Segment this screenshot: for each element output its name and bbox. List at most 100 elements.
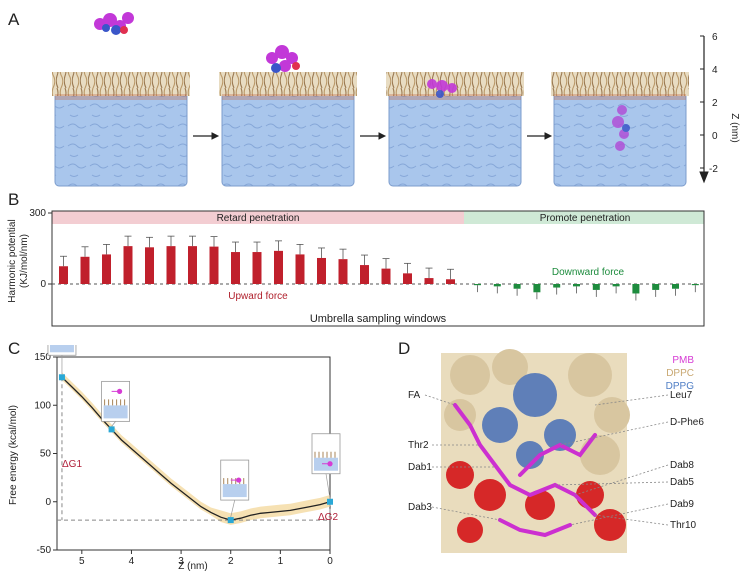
c-xlabel: Z (nm) [178, 561, 207, 572]
downward-bar [553, 284, 561, 288]
x-tick-label: 5 [79, 556, 85, 567]
panel-c-chart: 5 4 3 2 1 0 150 100 50 0 -50 Free energy (kcal/mol… [8, 345, 341, 572]
downward-bar [691, 284, 699, 286]
x-tick-label: 1 [278, 556, 284, 567]
process-arrows [193, 132, 553, 140]
x-tick-label: 0 [327, 556, 333, 567]
y-tick-label: -50 [37, 545, 52, 556]
upward-bar [166, 246, 176, 284]
y-tick-label: 50 [40, 449, 52, 460]
legend-dppc: DPPC [666, 368, 694, 379]
pmb-molecule-3 [427, 79, 457, 98]
free-energy-curve [61, 376, 331, 521]
z-axis [699, 35, 709, 184]
z-tick-0: 0 [712, 131, 718, 142]
x-tick-label: 3 [178, 556, 184, 567]
ytick-300: 300 [29, 208, 46, 219]
upward-bar [188, 246, 197, 284]
label-dab5: Dab5 [670, 477, 694, 488]
upward-bar [274, 250, 283, 284]
pmb-molecule-4 [612, 105, 630, 151]
y-tick-label: 150 [34, 352, 51, 363]
label-dab9: Dab9 [670, 499, 694, 510]
upward-force-label: Upward force [228, 291, 288, 302]
dppc-spheres [444, 349, 630, 475]
label-dphe6: D-Phe6 [670, 417, 704, 428]
state-inset-icon [311, 433, 341, 499]
label-dab3: Dab3 [408, 502, 432, 513]
membrane-box-4 [551, 72, 689, 187]
legend-pmb: PMB [672, 355, 694, 366]
label-thr2: Thr2 [408, 440, 429, 451]
upward-bar [102, 254, 111, 284]
delta-g1: ΔG1 [62, 459, 82, 470]
downward-bar [493, 284, 501, 287]
panel-a-figure: 6 4 2 0 -2 Z (nm) [52, 12, 740, 187]
key-point [108, 426, 115, 433]
label-fa: FA [408, 390, 421, 401]
upward-bar [338, 259, 348, 284]
downward-bar [612, 284, 620, 287]
upward-bar [252, 252, 262, 284]
upward-bar [446, 279, 455, 284]
delta-g2: ΔG2 [318, 512, 338, 523]
downward-bar [652, 284, 660, 290]
state-inset-icon [220, 459, 250, 518]
ytick-0: 0 [40, 279, 46, 290]
plot-frame [51, 210, 705, 327]
panel-label-c: C [8, 339, 21, 358]
downward-bar [632, 284, 640, 294]
label-thr10: Thr10 [670, 520, 697, 531]
upward-bar [231, 252, 240, 284]
panel-label-b: B [8, 190, 20, 209]
pmb-molecule-2 [266, 45, 300, 73]
y-tick-label: 100 [34, 400, 51, 411]
membrane-box-2 [219, 72, 357, 187]
key-point [227, 517, 234, 524]
state-inset-icon [47, 345, 77, 375]
upward-bar [59, 266, 68, 284]
downward-bar [573, 284, 580, 287]
upward-bar [381, 268, 391, 284]
oxygen-spheres [446, 461, 626, 543]
z-tick-4: 4 [712, 65, 718, 76]
x-tick-label: 4 [129, 556, 135, 567]
downward-bar [474, 284, 481, 286]
membrane-box-1 [52, 72, 190, 187]
upward-bar [360, 265, 369, 284]
state-inset-icon [101, 380, 130, 427]
pmb-sticks [453, 403, 597, 538]
upward-bar [317, 257, 326, 284]
b-ylabel: Harmonic potential(KJ/mol/nm) [7, 219, 30, 302]
pmb-molecule-1 [94, 12, 134, 35]
legend-dppg: DPPG [666, 381, 695, 392]
upward-bar [424, 278, 434, 284]
downward-force-label: Downward force [552, 267, 625, 278]
c-ylabel: Free energy (kcal/mol) [8, 405, 19, 505]
label-dab1: Dab1 [408, 462, 432, 473]
promote-label: Promote penetration [540, 213, 631, 224]
z-tick-2: 2 [712, 98, 718, 109]
panel-d-figure: PMB DPPC DPPG FA Thr2 Dab1 Dab3 Leu7 D-P… [408, 349, 704, 553]
z-axis-label: Z (nm) [729, 113, 740, 142]
upward-bar [295, 254, 305, 284]
z-tick-6: 6 [712, 32, 718, 43]
downward-bar [672, 284, 679, 289]
key-point [58, 374, 65, 381]
uncertainty-band [62, 372, 330, 525]
downward-bar [513, 284, 521, 289]
retard-band [52, 211, 464, 224]
b-xlabel: Umbrella sampling windows [310, 313, 447, 325]
key-point [327, 498, 333, 505]
z-tick-neg2: -2 [709, 164, 718, 175]
upward-bar [123, 246, 133, 284]
x-tick-label: 2 [228, 556, 234, 567]
upward-bar [403, 273, 412, 284]
label-leu7: Leu7 [670, 390, 693, 401]
retard-label: Retard penetration [217, 213, 300, 224]
promote-band [464, 211, 704, 224]
upward-bar [80, 256, 90, 284]
panel-label-d: D [398, 339, 411, 358]
panel-b-chart: Retard penetration Promote penetration 3… [7, 208, 705, 327]
upward-bar [145, 247, 154, 284]
